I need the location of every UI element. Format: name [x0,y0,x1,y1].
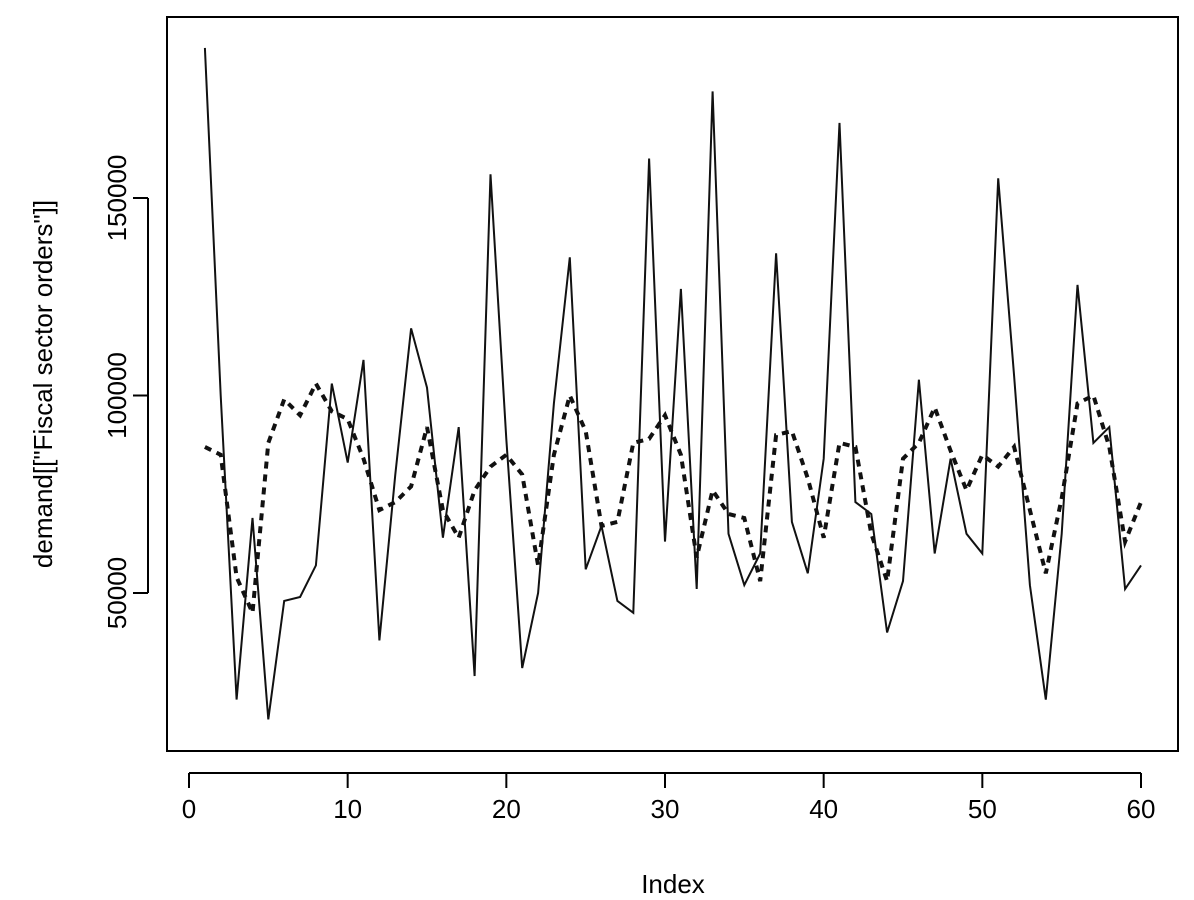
y-axis: 50000 100000 150000 [102,155,149,629]
y-tick-label: 100000 [102,352,132,439]
x-tick-label: 10 [333,794,362,824]
x-tick-label: 60 [1127,794,1156,824]
plot-frame [166,16,1179,752]
series-layer [203,47,1143,720]
x-tick-label: 20 [492,794,521,824]
x-axis: 0 10 20 30 40 50 60 [182,772,1156,824]
x-tick-label: 0 [182,794,196,824]
y-tick-label: 50000 [102,557,132,629]
y-tick-label: 150000 [102,155,132,242]
x-axis-title: Index [641,869,705,899]
solid-series-line [203,47,1142,720]
x-tick-label: 50 [968,794,997,824]
x-tick-label: 30 [651,794,680,824]
x-tick-label: 40 [809,794,838,824]
y-axis-title: demand[["Fiscal sector orders"]] [28,200,58,568]
